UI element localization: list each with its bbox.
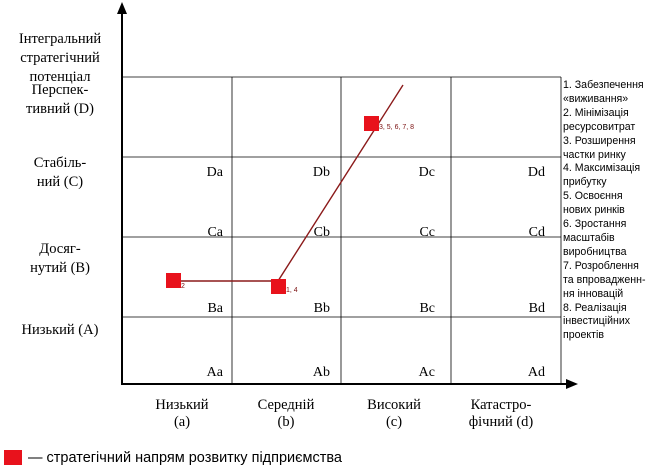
- y-axis-title: Інтегральний стратегічний потенціал: [18, 31, 102, 85]
- strategy-point-1-4: [271, 279, 286, 294]
- cell-label: Cd: [528, 225, 545, 240]
- cell-label: Aa: [206, 365, 223, 380]
- x-level-medium: Середній (b): [257, 397, 315, 430]
- legend-marker-swatch: [4, 450, 22, 465]
- x-level-catastrophic: Катастро- фічний (d): [468, 397, 534, 430]
- legend-marker-caption: — стратегічний напрям розвитку підприємс…: [28, 450, 343, 466]
- strategy-legend-list: 1. Забезпечення «виживання» 2. Мінімізац…: [563, 79, 646, 342]
- strategy-point-2: [166, 273, 181, 288]
- cell-label: Cb: [313, 225, 330, 240]
- cell-label: Ad: [527, 365, 545, 380]
- strategy-point-3-5-6-7-8: [364, 116, 379, 131]
- cell-label: Bc: [419, 301, 435, 316]
- y-axis-arrow: [117, 2, 127, 14]
- x-level-low: Низький (a): [155, 397, 209, 430]
- cell-label: Bd: [528, 301, 545, 316]
- y-level-achieved: Досяг- нутий (B): [30, 241, 90, 276]
- point-label-1-4: 1, 4: [286, 287, 298, 294]
- cell-label: Db: [312, 165, 330, 180]
- cell-label: Dd: [527, 165, 545, 180]
- y-level-low: Низький (A): [21, 322, 99, 338]
- cell-label: Ac: [418, 365, 435, 380]
- y-level-perspective: Перспек- тивний (D): [26, 82, 94, 117]
- cell-label: Da: [206, 165, 223, 180]
- strategy-trajectory-line: [174, 84, 404, 282]
- cell-label: Bb: [313, 301, 330, 316]
- cell-label: Ba: [207, 301, 223, 316]
- cell-label: Cc: [419, 225, 435, 240]
- cell-label: Dc: [418, 165, 435, 180]
- x-level-high: Високий (c): [367, 397, 421, 430]
- point-label-2: 2: [181, 283, 185, 290]
- x-axis-arrow: [566, 379, 578, 389]
- y-level-stable: Стабіль- ний (C): [33, 155, 87, 190]
- point-label-3-5-6-7-8: 3, 5, 6, 7, 8: [379, 124, 415, 131]
- cell-label: Ca: [207, 225, 223, 240]
- cell-label: Ab: [312, 365, 330, 380]
- matrix-grid: [122, 76, 562, 384]
